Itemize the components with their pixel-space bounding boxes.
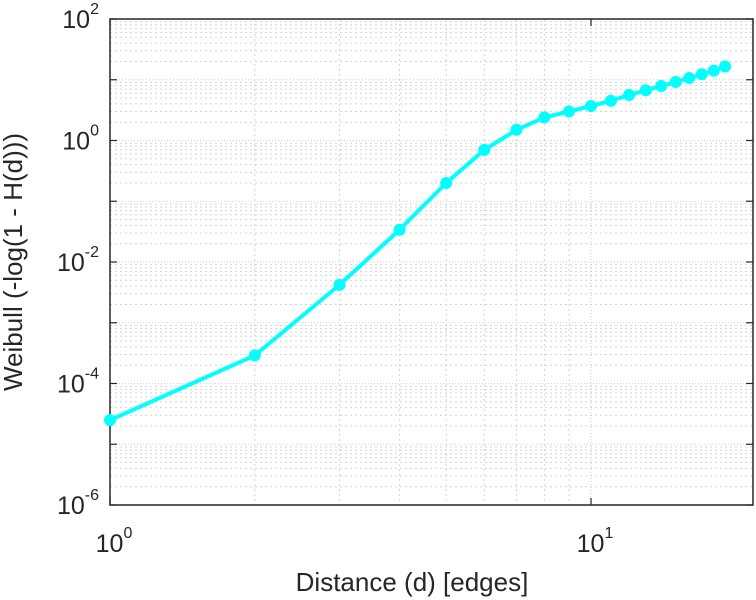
data-point — [585, 99, 597, 112]
axis-ticks — [109, 18, 753, 506]
data-point — [440, 176, 453, 189]
data-point — [707, 64, 720, 77]
y-tick-label: 10-2 — [57, 244, 99, 277]
data-point — [695, 68, 708, 81]
data-point — [510, 123, 523, 136]
data-point — [669, 75, 682, 88]
y-axis-label: Weibull (-log(1 - H(d))) — [0, 133, 28, 391]
data-point — [248, 349, 261, 362]
data-point — [639, 84, 652, 97]
data-point — [683, 71, 696, 84]
data-point — [623, 89, 636, 102]
y-tick-label: 10-4 — [57, 366, 99, 399]
y-tick-label: 100 — [62, 123, 99, 156]
data-point — [604, 94, 617, 107]
data-point — [655, 79, 668, 92]
data-point — [562, 105, 575, 118]
y-tick-label: 10-6 — [57, 487, 99, 520]
y-tick-label: 102 — [62, 1, 99, 34]
x-axis-label: Distance (d) [edges] — [296, 567, 529, 597]
tick-labels: 102 100 10-2 10-4 10-6 100 101 — [57, 1, 614, 558]
x-tick-label: 101 — [577, 525, 614, 558]
data-point — [104, 414, 116, 427]
data-point — [538, 111, 551, 124]
data-point — [333, 278, 346, 291]
series-layer — [104, 60, 732, 427]
x-tick-label: 100 — [96, 525, 133, 558]
data-point — [478, 143, 491, 156]
data-point — [719, 60, 732, 73]
data-point — [393, 223, 406, 236]
